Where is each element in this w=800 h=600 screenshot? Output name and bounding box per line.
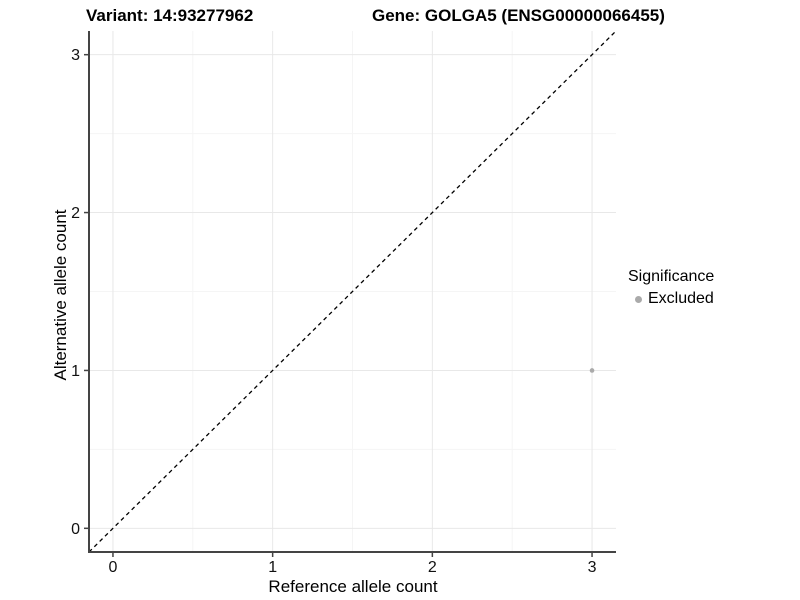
y-tick-label: 1 bbox=[71, 363, 80, 380]
variant-title: Variant: 14:93277962 bbox=[86, 6, 254, 25]
legend-dot-icon bbox=[635, 295, 642, 303]
legend-entry-excluded: Excluded bbox=[628, 290, 714, 308]
x-tick-label: 2 bbox=[428, 559, 437, 576]
y-axis-label: Alternative allele count bbox=[51, 209, 70, 381]
legend-entry-label: Excluded bbox=[648, 290, 714, 307]
y-tick-label: 3 bbox=[71, 47, 80, 64]
gene-title: Gene: GOLGA5 (ENSG00000066455) bbox=[372, 6, 665, 25]
x-tick-label: 3 bbox=[588, 559, 597, 576]
x-tick-label: 0 bbox=[109, 559, 118, 576]
x-tick-label: 1 bbox=[268, 559, 277, 576]
identity-line bbox=[88, 30, 617, 553]
y-tick-label: 0 bbox=[71, 521, 80, 538]
y-tick-label: 2 bbox=[71, 205, 80, 222]
data-point bbox=[589, 368, 595, 373]
x-axis-label: Reference allele count bbox=[268, 577, 438, 596]
legend: Significance Excluded bbox=[628, 268, 714, 308]
legend-title: Significance bbox=[628, 268, 715, 285]
